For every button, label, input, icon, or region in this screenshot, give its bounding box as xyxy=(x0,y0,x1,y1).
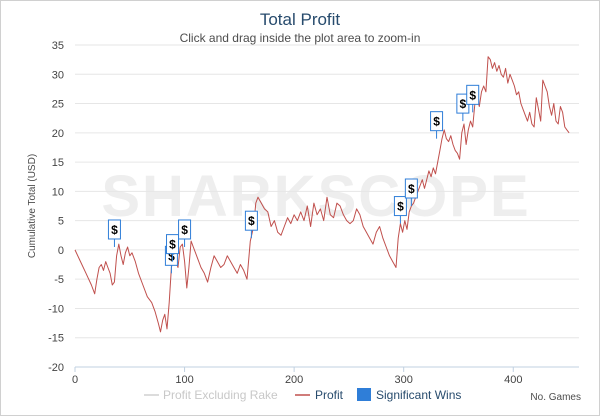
series-line-profit xyxy=(74,56,570,333)
significant-win-marker[interactable]: $ xyxy=(107,219,121,247)
significant-win-marker[interactable]: $ xyxy=(244,210,258,239)
marker-symbol: $ xyxy=(111,223,118,237)
y-tick-label: -5 xyxy=(54,274,64,286)
x-tick-label: 0 xyxy=(72,374,78,386)
legend-item-significant-wins[interactable]: Significant Wins xyxy=(357,388,461,402)
watermark: SHARKSCOPE xyxy=(101,164,530,229)
y-tick-label: 20 xyxy=(52,128,64,140)
grid xyxy=(75,44,579,339)
y-tick-label: -10 xyxy=(48,303,64,315)
marker-box xyxy=(466,84,480,105)
legend-item-profit[interactable]: Profit xyxy=(295,388,344,402)
x-axis-ticks: 0 100 200 300 400 xyxy=(72,367,522,386)
y-tick-label: 30 xyxy=(52,69,64,81)
marker-symbol: $ xyxy=(168,249,175,263)
marker-symbol: $ xyxy=(433,115,440,129)
series xyxy=(74,56,570,333)
chart-title: Total Profit xyxy=(260,10,341,29)
legend-label-profit: Profit xyxy=(315,388,344,402)
significant-win-marker[interactable]: $ xyxy=(430,111,444,139)
y-tick-label: -15 xyxy=(48,333,64,345)
chart-subtitle: Click and drag inside the plot area to z… xyxy=(180,31,421,45)
y-tick-label: 0 xyxy=(58,245,64,257)
significant-win-marker[interactable]: $ xyxy=(466,84,480,113)
marker-box xyxy=(166,234,180,255)
marker-box xyxy=(404,178,418,199)
marker-symbol: $ xyxy=(181,223,188,237)
y-tick-label: -20 xyxy=(48,362,64,374)
marker-symbol: $ xyxy=(248,214,255,228)
significant-win-marker[interactable]: $ xyxy=(456,93,470,122)
marker-symbol: $ xyxy=(408,182,415,196)
significant-win-marker[interactable]: $ xyxy=(178,219,192,247)
x-tick-label: 200 xyxy=(285,374,303,386)
y-axis-label: Cumulative Total (USD) xyxy=(27,154,38,258)
x-tick-label: 400 xyxy=(504,374,522,386)
y-tick-label: 15 xyxy=(52,157,64,169)
x-axis-label: No. Games xyxy=(530,392,581,403)
significant-win-marker[interactable]: $ xyxy=(404,178,418,206)
significant-win-marker[interactable]: $ xyxy=(166,234,180,262)
marker-box xyxy=(244,210,258,231)
marker-box xyxy=(430,111,444,132)
marker-symbol: $ xyxy=(469,88,476,102)
y-tick-label: 25 xyxy=(52,99,64,111)
legend-label-significant-wins: Significant Wins xyxy=(376,388,461,402)
y-tick-label: 35 xyxy=(52,40,64,52)
legend-label-profit-excluding-rake: Profit Excluding Rake xyxy=(163,388,278,402)
x-tick-label: 100 xyxy=(175,374,193,386)
x-tick-label: 300 xyxy=(395,374,413,386)
y-tick-label: 10 xyxy=(52,186,64,198)
marker-symbol: $ xyxy=(397,200,404,214)
marker-box xyxy=(107,219,121,240)
significant-wins-markers[interactable]: $$$$$$$$$$ xyxy=(107,84,480,274)
marker-box xyxy=(393,196,407,217)
legend-swatch-significant-wins xyxy=(357,388,371,401)
significant-win-marker[interactable]: $ xyxy=(393,196,407,224)
y-tick-label: 5 xyxy=(58,216,64,228)
legend[interactable]: Profit Excluding Rake Profit Significant… xyxy=(144,388,461,402)
marker-symbol: $ xyxy=(460,97,467,111)
y-axis-ticks: -20 -15 -10 -5 0 5 10 15 20 25 30 35 xyxy=(48,40,64,374)
legend-item-profit-excluding-rake[interactable]: Profit Excluding Rake xyxy=(144,388,278,402)
marker-box xyxy=(178,219,192,240)
marker-symbol: $ xyxy=(169,238,176,252)
